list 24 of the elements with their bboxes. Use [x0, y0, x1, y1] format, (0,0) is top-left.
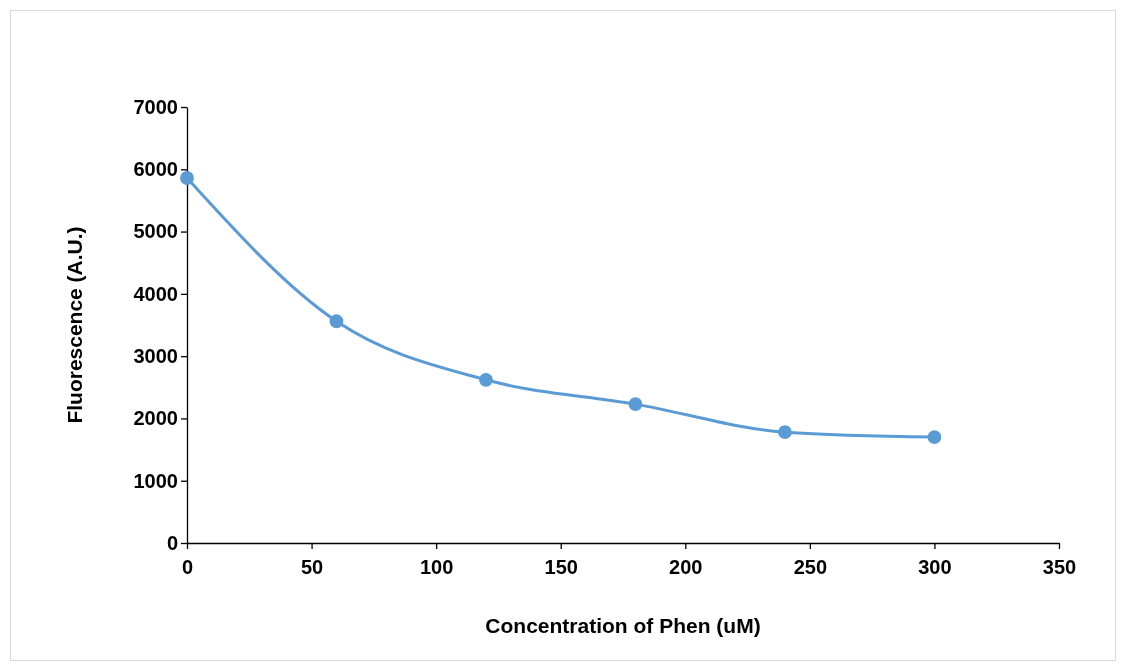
y-tick-label: 2000 [133, 407, 178, 430]
x-tick-label: 100 [419, 556, 454, 578]
x-tick-label: 50 [300, 556, 324, 578]
point [927, 430, 942, 445]
y-tick-label: 0 [166, 531, 178, 554]
point [329, 314, 344, 329]
x-tick-label: 350 [1042, 556, 1077, 578]
x-tick-label: 150 [544, 556, 578, 578]
point [479, 372, 493, 387]
x-axis-title: Concentration of Phen (uM) [485, 614, 761, 637]
x-tick-label: 300 [918, 556, 952, 578]
y-tick-label: 7000 [133, 95, 178, 118]
point [778, 425, 792, 440]
y-axis-title: Fluorescence (A.U.) [63, 226, 86, 424]
point [180, 171, 194, 185]
x-tick-label: 0 [181, 556, 194, 578]
y-tick-label: 3000 [133, 345, 178, 368]
point [628, 397, 643, 411]
y-tick-label: 1000 [133, 469, 178, 492]
x-tick-label: 200 [669, 556, 703, 578]
x-tick-label: 250 [793, 556, 828, 578]
y-tick-label: 6000 [133, 158, 178, 181]
y-tick-label: 5000 [133, 220, 178, 243]
y-tick-label: 4000 [133, 282, 178, 305]
